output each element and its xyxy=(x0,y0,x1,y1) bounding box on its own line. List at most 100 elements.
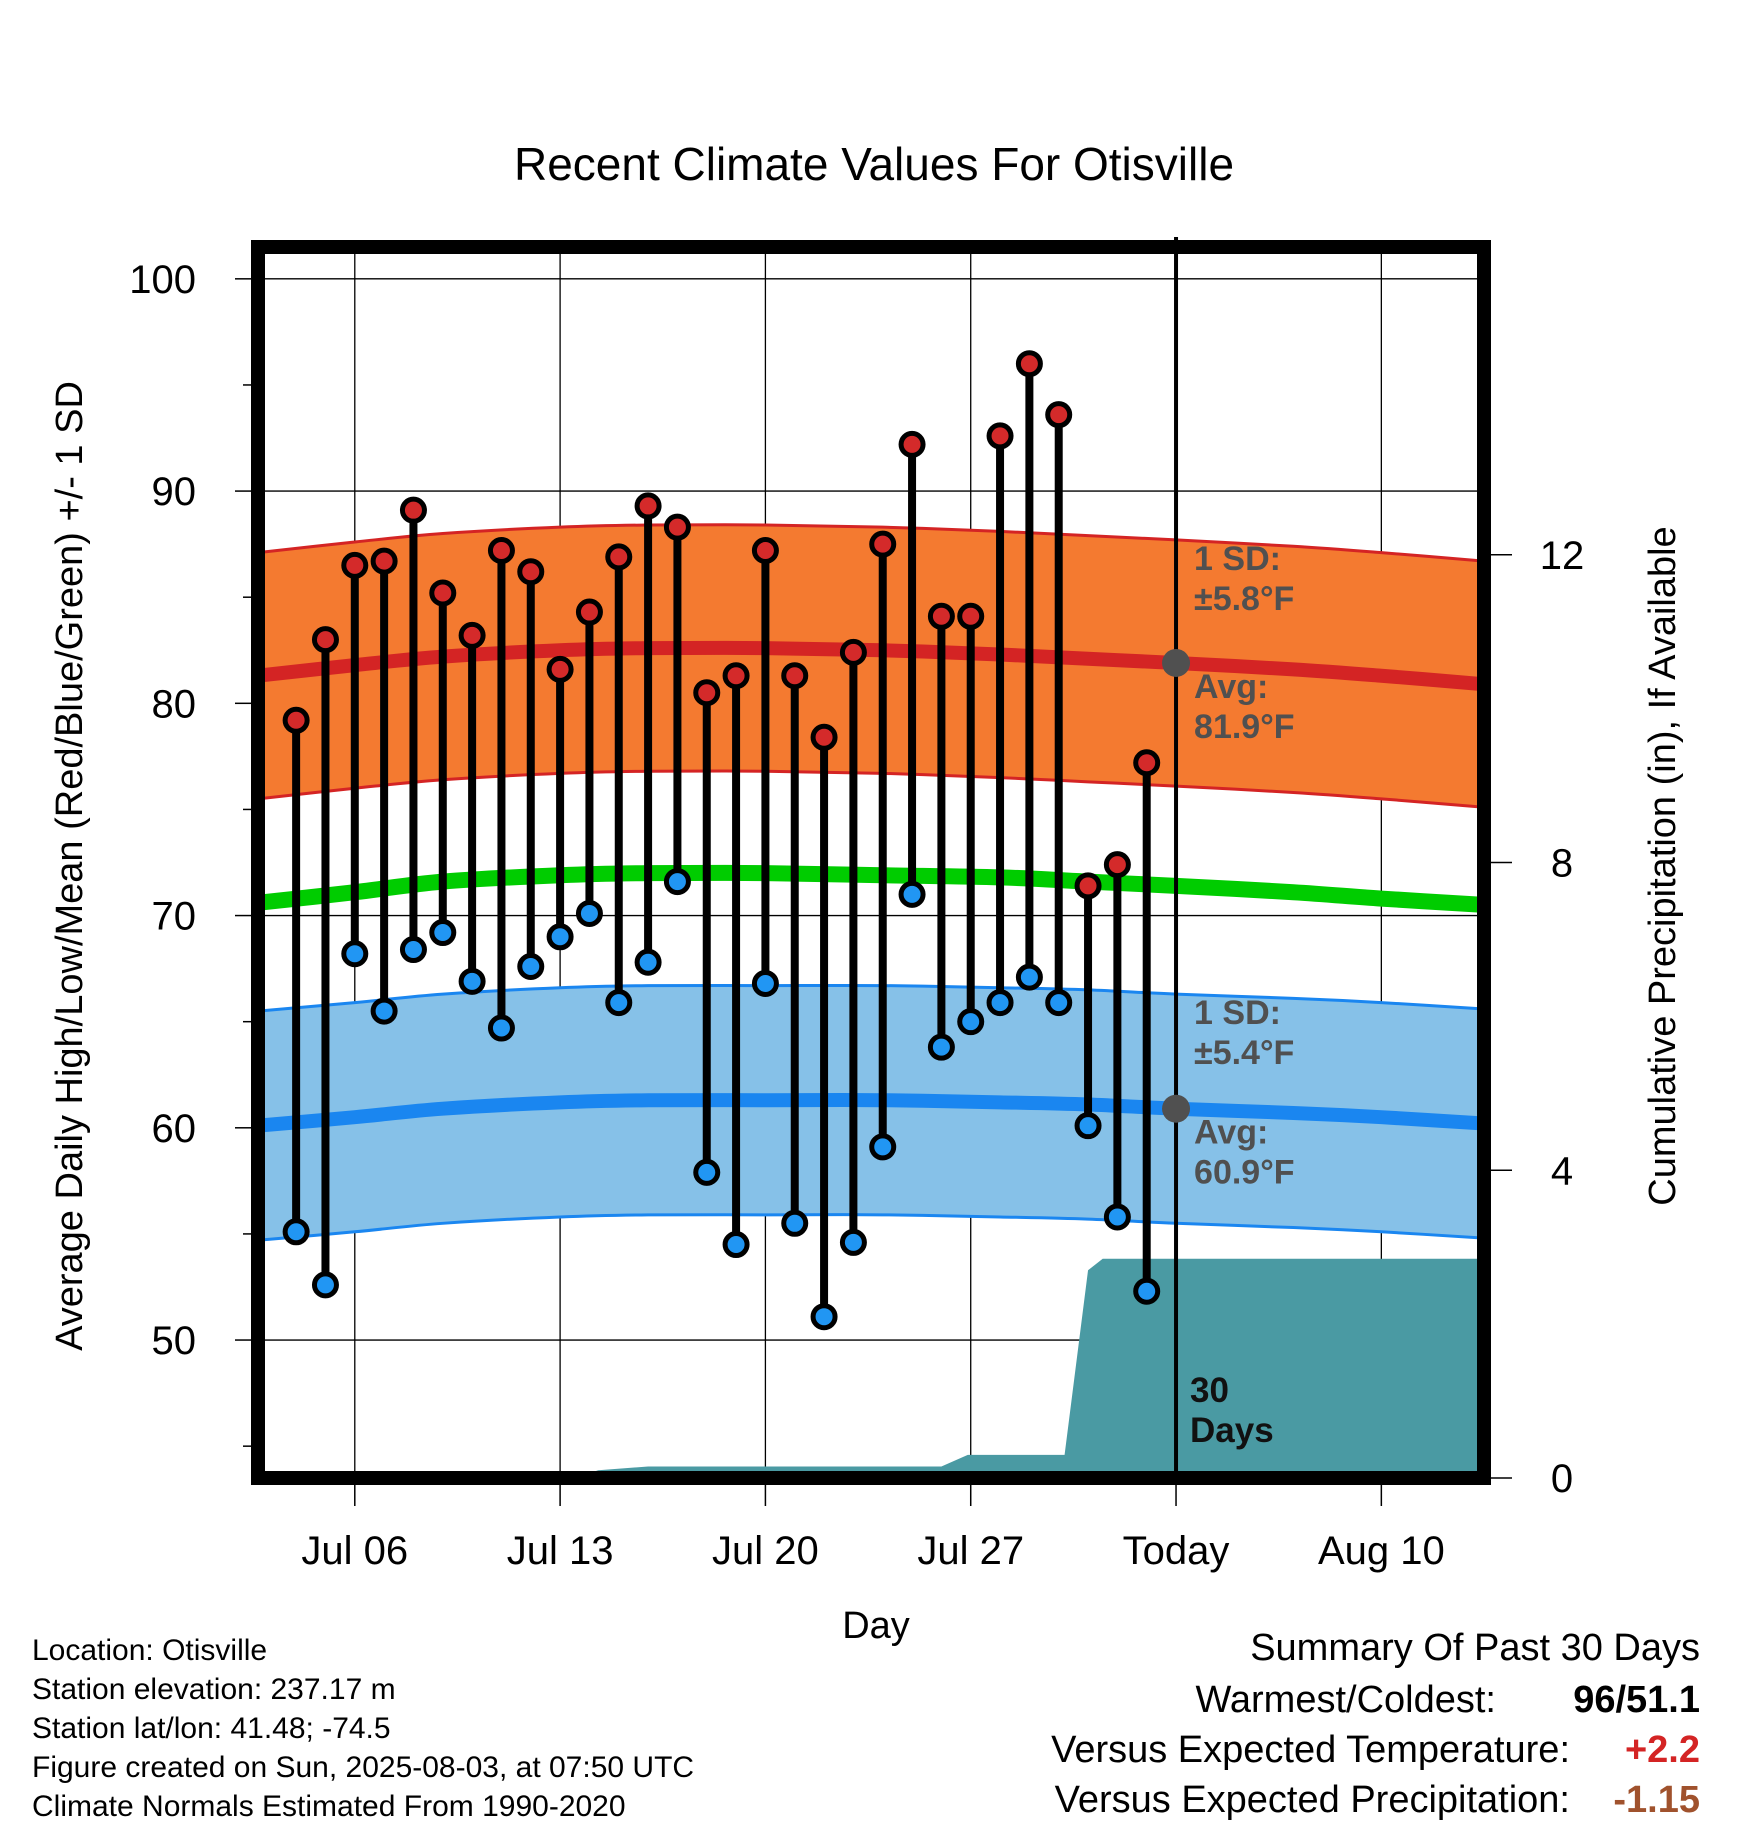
y-tick-label: 60 xyxy=(152,1107,197,1151)
summary-temp-value: +2.2 xyxy=(1625,1729,1700,1771)
daily-high-dot xyxy=(898,430,926,458)
daily-high-dot xyxy=(957,602,985,630)
daily-high-dot xyxy=(370,547,398,575)
daily-low-dot xyxy=(693,1158,721,1186)
y-tick-label: 100 xyxy=(129,258,196,302)
x-tick-label: Jul 20 xyxy=(712,1529,819,1573)
daily-low-dot xyxy=(839,1228,867,1256)
low-sd-label: 1 SD: xyxy=(1194,994,1281,1032)
daily-low-dot xyxy=(1045,989,1073,1017)
summary-temp-label: Versus Expected Temperature: xyxy=(1051,1729,1570,1771)
x-axis: Jul 06 Jul 13 Jul 20 Jul 27 Today Aug 10 xyxy=(301,1485,1445,1573)
footer-created: Figure created on Sun, 2025-08-03, at 07… xyxy=(32,1751,694,1784)
daily-low-dot xyxy=(751,969,779,997)
daily-high-dot xyxy=(634,492,662,520)
daily-high-dot xyxy=(282,706,310,734)
days-label-number: 30 xyxy=(1190,1371,1229,1410)
daily-high-dot xyxy=(517,558,545,586)
precip-area xyxy=(258,1258,1484,1478)
daily-high-dot xyxy=(341,551,369,579)
summary-warmest-value: 96/51.1 xyxy=(1573,1679,1700,1721)
daily-low-dot xyxy=(487,1014,515,1042)
daily-low-dot xyxy=(399,936,427,964)
daily-low-dot xyxy=(1133,1277,1161,1305)
y2-axis-title: Cumulative Precipitation (in), If Availa… xyxy=(1642,526,1684,1205)
footer: Location: Otisville Station elevation: 2… xyxy=(32,1634,694,1823)
daily-high-dot xyxy=(575,598,603,626)
high-avg-value: 81.9°F xyxy=(1194,708,1295,746)
daily-low-dot xyxy=(810,1303,838,1331)
daily-high-dot xyxy=(1015,350,1043,378)
daily-high-dot xyxy=(810,723,838,751)
high-sd-label: 1 SD: xyxy=(1194,540,1281,578)
daily-low-dot xyxy=(986,989,1014,1017)
daily-low-dot xyxy=(1015,963,1043,991)
daily-low-dot xyxy=(458,967,486,995)
y-tick-label: 80 xyxy=(152,682,197,726)
low-sd-value: ±5.4°F xyxy=(1194,1034,1294,1072)
x-tick-label: Jul 27 xyxy=(917,1529,1024,1573)
today-low-avg-marker xyxy=(1162,1094,1191,1123)
daily-high-dot xyxy=(458,621,486,649)
y-tick-label: 90 xyxy=(152,470,197,514)
daily-high-dot xyxy=(751,537,779,565)
summary: Summary Of Past 30 Days Warmest/Coldest:… xyxy=(1051,1627,1700,1821)
daily-low-dot xyxy=(341,940,369,968)
summary-precip-label: Versus Expected Precipitation: xyxy=(1055,1779,1570,1821)
daily-high-dot xyxy=(986,422,1014,450)
daily-low-dot xyxy=(927,1033,955,1061)
y2-tick-label: 12 xyxy=(1540,534,1585,578)
daily-low-dot xyxy=(605,989,633,1017)
daily-high-dot xyxy=(722,662,750,690)
y-axis-right: 12 8 4 0 xyxy=(1491,534,1584,1501)
high-sd-upper-line xyxy=(258,523,1484,563)
daily-low-dot xyxy=(546,923,574,951)
low-avg-label: Avg: xyxy=(1194,1114,1268,1152)
y2-tick-label: 0 xyxy=(1551,1457,1573,1501)
daily-low-dot xyxy=(1074,1112,1102,1140)
summary-warmest-label: Warmest/Coldest: xyxy=(1195,1679,1496,1721)
daily-high-dot xyxy=(487,537,515,565)
daily-high-dot xyxy=(839,638,867,666)
footer-latlon: Station lat/lon: 41.48; -74.5 xyxy=(32,1712,391,1745)
chart-title: Recent Climate Values For Otisville xyxy=(514,138,1234,190)
daily-low-dot xyxy=(634,948,662,976)
daily-high-dot xyxy=(1103,851,1131,879)
daily-low-dot xyxy=(575,899,603,927)
daily-low-dot xyxy=(898,880,926,908)
plot-frame xyxy=(251,240,1491,1485)
x-axis-title: Day xyxy=(842,1605,910,1647)
daily-high-dot xyxy=(399,496,427,524)
daily-high-dot xyxy=(781,662,809,690)
footer-elevation: Station elevation: 237.17 m xyxy=(32,1673,396,1706)
daily-low-dot xyxy=(311,1271,339,1299)
summary-title: Summary Of Past 30 Days xyxy=(1250,1627,1700,1669)
daily-low-dot xyxy=(1103,1203,1131,1231)
daily-low-dot xyxy=(781,1209,809,1237)
x-tick-label: Jul 06 xyxy=(301,1529,408,1573)
high-avg-label: Avg: xyxy=(1194,668,1268,706)
summary-precip-value: -1.15 xyxy=(1613,1779,1700,1821)
daily-low-dot xyxy=(370,997,398,1025)
today-high-avg-marker xyxy=(1162,648,1191,677)
y-tick-label: 70 xyxy=(152,895,197,939)
daily-high-dot xyxy=(1133,749,1161,777)
daily-low-dot xyxy=(663,868,691,896)
daily-high-dot xyxy=(869,530,897,558)
daily-high-dot xyxy=(1045,401,1073,429)
low-avg-value: 60.9°F xyxy=(1194,1154,1295,1192)
daily-high-dot xyxy=(693,679,721,707)
daily-high-dot xyxy=(546,655,574,683)
daily-low-dot xyxy=(517,952,545,980)
footer-location: Location: Otisville xyxy=(32,1634,267,1667)
x-tick-label: Jul 13 xyxy=(507,1529,614,1573)
y2-tick-label: 4 xyxy=(1551,1149,1573,1193)
daily-low-dot xyxy=(869,1133,897,1161)
x-tick-label: Today xyxy=(1123,1529,1230,1573)
footer-normals: Climate Normals Estimated From 1990-2020 xyxy=(32,1790,626,1823)
high-sd-value: ±5.8°F xyxy=(1194,580,1294,618)
daily-high-dot xyxy=(1074,872,1102,900)
daily-high-dot xyxy=(605,543,633,571)
